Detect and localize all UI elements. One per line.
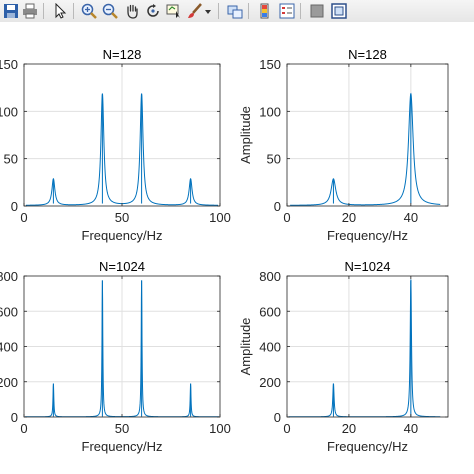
toolbar-separator [300, 3, 301, 19]
subplot-2: 0 20 40 0 50 100 150 N=128 Frequency/Hz Amplitude [238, 47, 449, 243]
show-plot-tools-icon[interactable] [330, 2, 348, 20]
toolbar-separator [73, 3, 74, 19]
y-tick-label: 150 [259, 57, 281, 72]
x-tick-label: 40 [404, 421, 418, 436]
zoom-out-icon[interactable] [101, 2, 119, 20]
y-tick-label: 200 [0, 375, 18, 390]
pan-hand-icon[interactable] [123, 2, 141, 20]
y-tick-label: 800 [0, 269, 18, 284]
x-tick-label: 0 [283, 421, 290, 436]
brush-dropdown-icon[interactable] [203, 2, 213, 20]
y-tick-label: 400 [259, 340, 281, 355]
spectrum-line [290, 92, 441, 206]
x-tick-label: 50 [115, 421, 129, 436]
x-axis-label: Frequency/Hz [327, 439, 408, 454]
save-icon[interactable] [2, 2, 20, 20]
subplot-4: 0 20 400200400600800N=1024Frequency/HzAmpl… [238, 259, 449, 454]
y-tick-label: 50 [267, 152, 281, 167]
zoom-in-icon[interactable] [80, 2, 98, 20]
y-tick-label: 100 [259, 104, 281, 119]
x-tick-label: 100 [209, 421, 231, 436]
subplot-1: 0 50 100 0 50 100 150 N=128 Frequency/Hz [0, 47, 231, 243]
y-tick-label: 0 [274, 410, 281, 425]
y-tick-label: 50 [4, 152, 18, 167]
rotate-3d-icon[interactable] [144, 2, 162, 20]
subplot-title: N=128 [103, 47, 142, 62]
brush-icon[interactable] [186, 2, 204, 20]
subplot-3: 0 50 100 0 200 400 600 800 N=1024 Frequency/Hz [0, 259, 231, 454]
subplots-area: 050100050100150N=128Frequency/Hz02040050… [0, 47, 449, 454]
x-axis-label: Frequency/Hz [82, 439, 163, 454]
x-tick-label: 50 [115, 210, 129, 225]
plot-background [287, 64, 448, 206]
x-tick-label: 20 [342, 421, 356, 436]
y-tick-label: 600 [259, 304, 281, 319]
toolbar-separator [218, 3, 219, 19]
insert-colorbar-icon[interactable] [256, 2, 274, 20]
subplot-title: N=1024 [99, 259, 145, 274]
y-axis-label: Amplitude [238, 106, 253, 164]
toolbar-separator [248, 3, 249, 19]
y-tick-label: 0 [11, 410, 18, 425]
x-tick-label: 0 [20, 421, 27, 436]
hide-plot-tools-icon[interactable] [308, 2, 326, 20]
figure-canvas: 050100050100150N=128Frequency/Hz02040050… [0, 22, 474, 474]
y-tick-label: 400 [0, 340, 18, 355]
insert-legend-icon[interactable] [278, 2, 296, 20]
y-axis-label: Amplitude [238, 318, 253, 376]
x-axis-label: Frequency/Hz [327, 228, 408, 243]
x-tick-label: 100 [209, 210, 231, 225]
y-tick-label: 600 [0, 304, 18, 319]
edit-plot-arrow-icon[interactable] [51, 2, 69, 20]
y-tick-label: 0 [274, 199, 281, 214]
x-axis-label: Frequency/Hz [82, 228, 163, 243]
x-tick-label: 0 [283, 210, 290, 225]
toolbar-separator [43, 3, 44, 19]
subplot-title: N=128 [348, 47, 387, 62]
y-tick-label: 100 [0, 104, 18, 119]
axes-box [286, 63, 449, 207]
link-plot-icon[interactable] [226, 2, 244, 20]
data-cursor-icon[interactable] [165, 2, 183, 20]
x-tick-label: 20 [342, 210, 356, 225]
x-tick-label: 0 [20, 210, 27, 225]
y-tick-label: 0 [11, 199, 18, 214]
y-tick-label: 150 [0, 57, 18, 72]
figure-toolbar [0, 0, 474, 23]
y-tick-label: 800 [259, 269, 281, 284]
print-icon[interactable] [21, 2, 39, 20]
y-tick-label: 200 [259, 375, 281, 390]
subplot-title: N=1024 [345, 259, 391, 274]
x-tick-label: 40 [404, 210, 418, 225]
